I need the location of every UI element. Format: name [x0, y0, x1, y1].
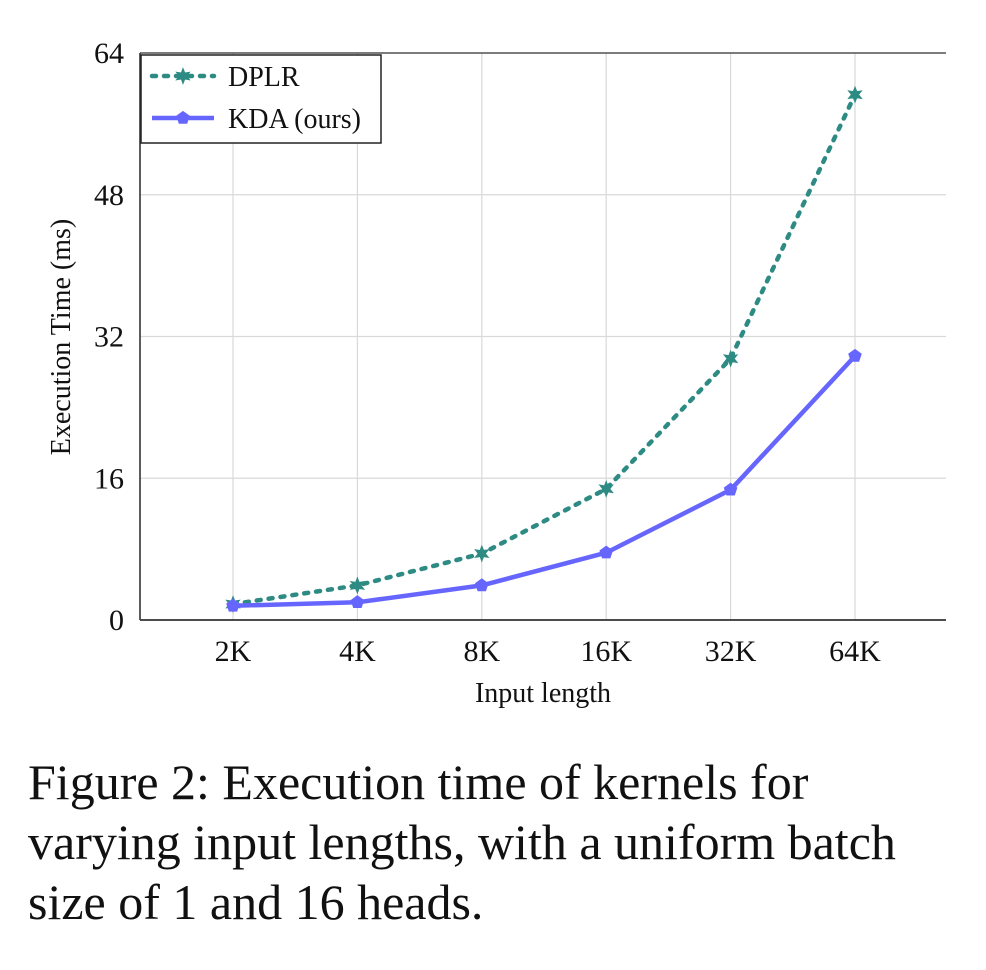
series-line-dplr [230, 92, 858, 607]
axes [139, 52, 946, 621]
x-tick-label-4k: 4K [339, 635, 376, 668]
data-point-kda-8k [475, 578, 489, 592]
y-tick-label-48: 48 [94, 179, 124, 212]
legend-swatch-marker-kda [176, 110, 190, 124]
y-tick-label-16: 16 [94, 462, 124, 495]
y-axis-label: Execution Time (ms) [46, 219, 77, 455]
data-point-kda-32k [723, 482, 738, 496]
data-point-kda-16k [599, 545, 613, 559]
data-point-kda-2k [226, 598, 240, 612]
legend-label-dplr: DPLR [228, 62, 300, 93]
series-layer [225, 85, 863, 613]
series-line-kda [232, 354, 857, 609]
x-axis-label: Input length [475, 678, 611, 709]
legend-swatch-marker-dplr [175, 67, 191, 85]
data-point-dplr-64k [847, 85, 863, 104]
x-tick-label-8k: 8K [463, 635, 500, 668]
data-point-dplr-32k [722, 349, 739, 368]
x-tick-label-2k: 2K [215, 635, 252, 668]
tick-labels: 2K 4K 8K 16K 32K 64K 0 16 32 48 64 [94, 37, 881, 668]
data-point-kda-64k [848, 348, 862, 362]
data-point-kda-4k [350, 595, 365, 608]
legend: DPLR KDA (ours) [140, 54, 382, 144]
x-tick-label-32k: 32K [705, 635, 757, 668]
legend-label-kda: KDA (ours) [228, 104, 361, 135]
data-point-dplr-4k [349, 576, 366, 595]
x-tick-label-16k: 16K [580, 635, 632, 668]
data-point-dplr-8k [474, 544, 490, 563]
data-point-dplr-16k [598, 480, 614, 498]
line-chart: 2K 4K 8K 16K 32K 64K 0 16 32 48 64 Input length Ex… [46, 37, 946, 709]
y-tick-label-64: 64 [94, 37, 124, 70]
y-tick-label-32: 32 [94, 321, 124, 354]
x-tick-label-64k: 64K [829, 635, 881, 668]
legend-box [140, 54, 382, 144]
legend-entries [149, 67, 217, 124]
figure-caption: Figure 2: Execution time of kernels for … [28, 754, 896, 930]
y-tick-label-0: 0 [109, 604, 124, 637]
